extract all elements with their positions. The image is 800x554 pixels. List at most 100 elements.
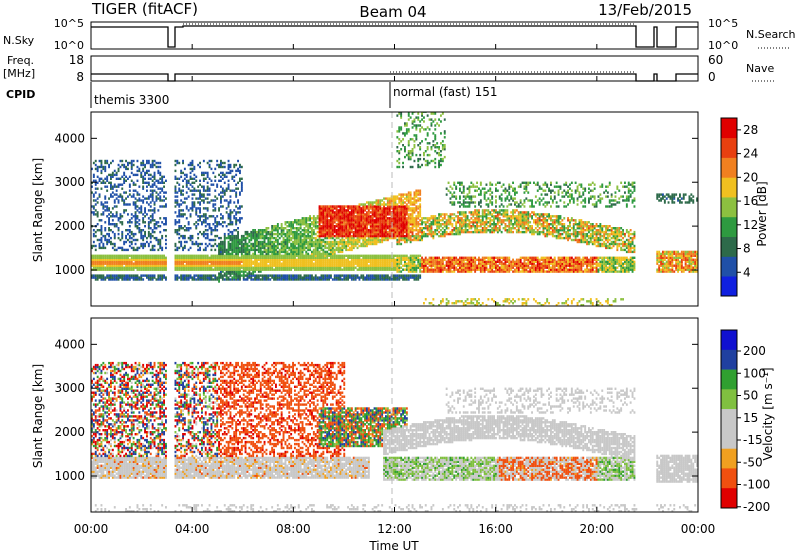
power-cell (265, 254, 268, 257)
power-cell (220, 242, 222, 246)
power-cell (123, 181, 126, 184)
power-cell (358, 219, 361, 222)
power-cell (115, 258, 118, 261)
power-cell (362, 254, 365, 257)
power-cell (157, 161, 160, 165)
power-cell (424, 159, 427, 163)
power-cell (201, 195, 203, 198)
power-cell (183, 229, 186, 232)
power-cell (273, 262, 275, 265)
power-cell (335, 256, 338, 259)
power-cell (388, 229, 391, 232)
power-cell (140, 211, 143, 214)
power-cell (178, 232, 181, 236)
power-cell (364, 207, 366, 210)
power-cell (402, 211, 404, 214)
power-cell (239, 217, 241, 220)
power-cell (331, 236, 334, 240)
power-cell (333, 207, 336, 210)
power-cell (204, 232, 207, 236)
power-cell (421, 232, 423, 236)
power-cell (294, 258, 296, 261)
power-cell (221, 215, 224, 218)
power-cell (413, 193, 416, 196)
power-cell (282, 260, 285, 263)
power-cell (337, 244, 340, 248)
power-cell (104, 185, 107, 188)
power-cell (345, 229, 348, 232)
power-cell (151, 175, 154, 178)
power-cell (223, 189, 226, 192)
power-cell (104, 234, 107, 238)
power-cell (400, 140, 403, 143)
power-cell (424, 234, 427, 238)
power-cell (349, 274, 351, 277)
power-cell (187, 236, 190, 240)
power-cell (159, 187, 162, 190)
power-cell (113, 276, 116, 279)
power-cell (195, 260, 198, 263)
power-cell (404, 134, 406, 137)
power-cell (407, 155, 410, 159)
power-cell (364, 240, 366, 244)
power-cell (400, 221, 403, 224)
power-cell (180, 209, 183, 212)
power-cell (400, 242, 403, 246)
power-cell (409, 260, 412, 263)
power-cell (96, 215, 99, 218)
power-cell (354, 223, 357, 226)
power-cell (208, 276, 211, 279)
power-cell (350, 211, 353, 214)
power-cell (324, 225, 327, 228)
power-cell (275, 262, 277, 265)
power-cell (191, 236, 194, 240)
power-cell (318, 252, 321, 256)
power-cell (402, 258, 404, 261)
power-cell (356, 268, 359, 271)
power-cell (278, 268, 281, 271)
power-cell (157, 240, 160, 244)
power-cell (381, 268, 384, 271)
power-cell (362, 238, 365, 242)
power-cell (284, 268, 287, 271)
power-cell (136, 256, 139, 259)
power-cell (417, 238, 420, 242)
power-cell (335, 230, 338, 234)
power-cell (386, 274, 389, 277)
power-cell (343, 219, 346, 222)
power-cell (157, 276, 160, 279)
power-cell (330, 221, 332, 224)
power-cell (402, 223, 404, 226)
power-cell (239, 240, 241, 244)
power-cell (322, 250, 325, 254)
power-cell (413, 209, 416, 212)
power-cell (92, 234, 95, 238)
power-cell (381, 262, 384, 265)
power-cell (92, 266, 95, 269)
power-cell (328, 278, 330, 281)
power-cell (404, 215, 406, 218)
power-cell (106, 201, 109, 204)
power-cell (295, 246, 298, 250)
power-cell (352, 209, 355, 212)
power-cell (138, 264, 141, 267)
power-cell (121, 197, 124, 200)
power-cell (136, 258, 139, 261)
power-cell (117, 260, 120, 263)
power-cell (411, 201, 414, 204)
power-cell (426, 229, 429, 232)
power-cell (256, 236, 258, 240)
power-cell (419, 197, 422, 200)
power-cell (147, 177, 150, 180)
power-cell (110, 161, 112, 165)
power-cell (282, 264, 285, 267)
power-cell (273, 240, 275, 244)
power-cell (96, 229, 99, 232)
power-cell (341, 232, 344, 236)
power-cell (159, 217, 162, 220)
power-cell (301, 266, 304, 269)
power-cell (366, 244, 368, 248)
power-cell (326, 250, 329, 254)
power-cell (176, 229, 179, 232)
power-cell (199, 195, 201, 198)
